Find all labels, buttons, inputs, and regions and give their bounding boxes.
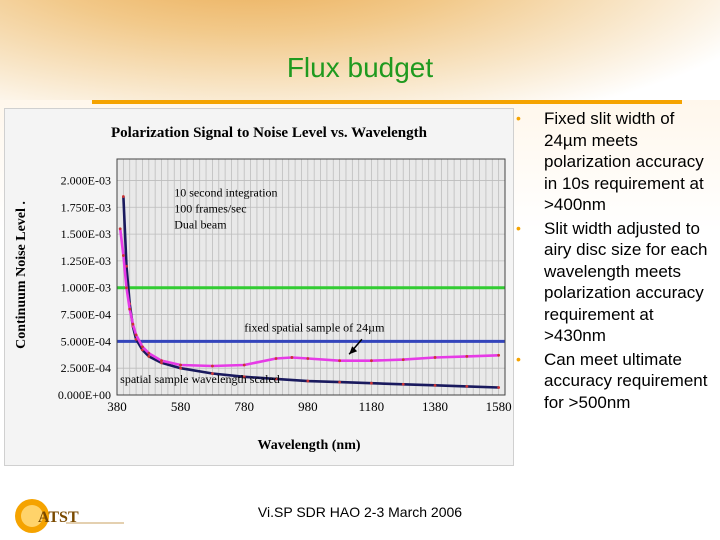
y-tick-label: 0.000E+00 bbox=[58, 388, 111, 402]
plot-frame bbox=[116, 158, 506, 396]
data-point bbox=[121, 254, 125, 257]
data-point bbox=[125, 264, 128, 268]
data-point bbox=[370, 359, 373, 363]
y-tick-label: 7.500E-04 bbox=[61, 308, 111, 322]
bullet-item: • Fixed slit width of 24µm meets polariz… bbox=[516, 108, 720, 216]
y-tick-label: 1.750E-03 bbox=[61, 200, 111, 214]
data-point bbox=[338, 359, 342, 363]
chart-title: Polarization Signal to Noise Level vs. W… bbox=[111, 125, 428, 141]
signal-noise-chart: Polarization Signal to Noise Level vs. W… bbox=[14, 125, 512, 453]
data-point bbox=[306, 357, 310, 360]
y-axis-label: Continuum Noise Level . bbox=[14, 201, 29, 349]
x-tick-label: 580 bbox=[171, 399, 191, 414]
data-point bbox=[290, 356, 294, 359]
x-tick-label: 980 bbox=[298, 399, 318, 414]
y-tick-label: 1.250E-03 bbox=[61, 254, 111, 268]
chart-panel: Polarization Signal to Noise Level vs. W… bbox=[4, 108, 514, 466]
bullet-item: • Slit width adjusted to airy disc size … bbox=[516, 218, 720, 347]
x-axis-label: Wavelength (nm) bbox=[257, 438, 360, 453]
data-point bbox=[160, 359, 163, 363]
grid-layer bbox=[116, 159, 506, 396]
bullet-marker: • bbox=[516, 110, 521, 126]
data-point bbox=[125, 286, 128, 290]
annotation-text: 100 frames/sec bbox=[174, 202, 246, 216]
data-point bbox=[274, 377, 278, 381]
data-point bbox=[401, 358, 405, 361]
data-point bbox=[370, 381, 373, 385]
data-point bbox=[179, 363, 183, 367]
data-point bbox=[141, 345, 144, 349]
x-tick-label: 380 bbox=[107, 399, 127, 414]
atst-logo: ATST bbox=[15, 499, 124, 533]
data-point bbox=[242, 375, 246, 379]
data-point bbox=[121, 195, 125, 198]
data-point bbox=[465, 385, 469, 388]
annotation-text: 10 second integration bbox=[174, 186, 277, 200]
y-tick-label: 2.500E-04 bbox=[61, 361, 111, 375]
x-tick-labels: 380 580 780 980 1180 1380 1580 bbox=[107, 399, 511, 414]
arrow-head bbox=[349, 346, 358, 355]
reference-lines bbox=[117, 286, 505, 343]
data-point bbox=[134, 333, 138, 337]
logo-text: ATST bbox=[38, 509, 79, 526]
y-tick-label: 1.500E-03 bbox=[61, 227, 111, 241]
data-point bbox=[131, 322, 135, 326]
x-tick-label: 1580 bbox=[486, 399, 512, 414]
y-tick-label: 2.000E-03 bbox=[61, 173, 111, 187]
title-underline bbox=[92, 100, 682, 104]
bullet-text: Slit width adjusted to airy disc size fo… bbox=[544, 218, 708, 346]
data-point bbox=[401, 382, 405, 386]
slide-title: Flux budget bbox=[286, 52, 434, 83]
data-point bbox=[128, 307, 132, 311]
data-point bbox=[465, 354, 469, 358]
data-point bbox=[433, 383, 437, 387]
bullet-list: • Fixed slit width of 24µm meets polariz… bbox=[516, 108, 720, 415]
bullet-marker: • bbox=[516, 219, 521, 236]
data-point bbox=[147, 354, 151, 358]
annotation-text: Dual beam bbox=[174, 218, 227, 232]
data-point bbox=[211, 372, 214, 375]
data-point bbox=[179, 366, 183, 370]
x-tick-label: 1180 bbox=[359, 399, 385, 414]
annotation-text: fixed spatial sample of 24µm bbox=[244, 321, 385, 335]
footer-text: Vi.SP SDR HAO 2-3 March 2006 bbox=[257, 504, 463, 520]
data-point bbox=[147, 351, 151, 355]
bullet-marker: • bbox=[516, 350, 521, 367]
data-point bbox=[306, 379, 310, 383]
y-tick-label: 1.000E-03 bbox=[61, 281, 111, 295]
data-point bbox=[242, 363, 246, 367]
x-tick-label: 1380 bbox=[422, 399, 448, 414]
y-tick-label: 5.000E-04 bbox=[61, 334, 111, 348]
data-point bbox=[497, 386, 501, 389]
annotations: 10 second integration 100 frames/sec Dual … bbox=[120, 186, 385, 387]
x-tick-label: 780 bbox=[234, 399, 254, 414]
bullet-text: Can meet ultimate accuracy requirement f… bbox=[544, 349, 708, 412]
data-point bbox=[118, 227, 122, 231]
data-point bbox=[211, 364, 214, 368]
bullet-text: Fixed slit width of 24µm meets polarizat… bbox=[544, 109, 704, 214]
data-point bbox=[497, 353, 501, 357]
bullet-item: • Can meet ultimate accuracy requirement… bbox=[516, 349, 720, 414]
plot-area bbox=[117, 159, 505, 395]
sun-background bbox=[0, 0, 720, 110]
data-point bbox=[274, 357, 278, 360]
data-point bbox=[433, 356, 437, 359]
y-tick-labels: 0.000E+00 2.500E-04 5.000E-04 7.500E-04 1.00… bbox=[58, 173, 111, 402]
annotation-text: spatial sample wavelength scaled bbox=[120, 372, 280, 386]
series-layer bbox=[118, 195, 501, 389]
data-point bbox=[338, 380, 342, 384]
